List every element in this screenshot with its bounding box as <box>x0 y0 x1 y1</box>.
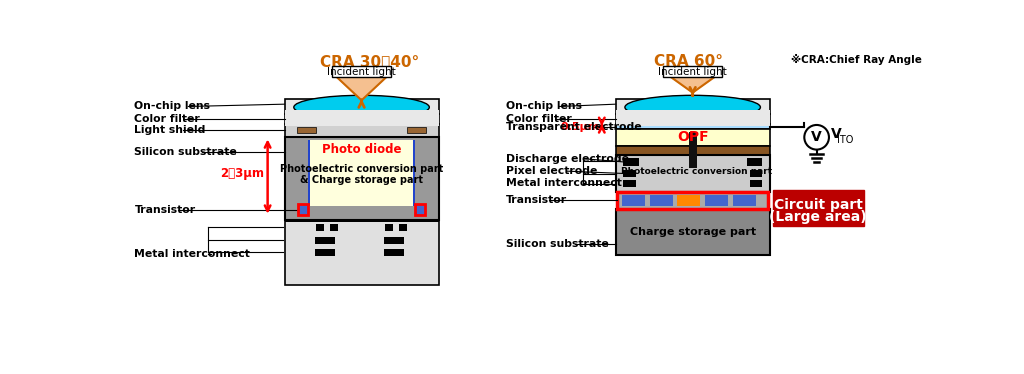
Bar <box>298 204 308 215</box>
Bar <box>615 110 770 126</box>
Bar <box>413 140 416 206</box>
Bar <box>624 171 636 177</box>
Text: (Large area): (Large area) <box>769 211 867 224</box>
Circle shape <box>804 125 829 150</box>
Text: & Charge storage part: & Charge storage part <box>300 175 423 185</box>
Polygon shape <box>337 77 386 100</box>
Text: On-chip lens: On-chip lens <box>134 101 210 111</box>
Bar <box>615 124 770 129</box>
Bar <box>285 110 438 126</box>
Text: ※CRA:Chief Ray Angle: ※CRA:Chief Ray Angle <box>792 54 922 65</box>
Bar <box>615 99 770 114</box>
Bar <box>314 237 335 243</box>
Text: Transistor: Transistor <box>134 205 196 215</box>
Bar <box>649 194 673 206</box>
Text: Light shield: Light shield <box>134 125 206 135</box>
Text: Metal interconnect: Metal interconnect <box>134 249 250 259</box>
Bar <box>615 114 623 124</box>
Text: Metal interconnect: Metal interconnect <box>506 178 622 188</box>
Bar <box>677 194 700 206</box>
Bar <box>615 129 770 146</box>
Bar <box>330 224 338 231</box>
Bar <box>689 132 696 168</box>
Bar <box>733 194 756 206</box>
Bar <box>407 126 426 134</box>
Bar <box>297 126 316 134</box>
Bar <box>384 249 403 256</box>
Bar <box>285 99 438 114</box>
Bar <box>333 67 391 77</box>
Text: OPF: OPF <box>677 130 709 144</box>
Bar <box>763 114 770 124</box>
Text: V: V <box>830 127 842 141</box>
Bar <box>314 249 335 256</box>
Text: Silicon substrate: Silicon substrate <box>506 239 608 249</box>
Bar <box>285 220 438 285</box>
Bar <box>285 114 438 124</box>
Bar <box>750 171 762 177</box>
Text: Photoelectric conversion part: Photoelectric conversion part <box>280 164 443 174</box>
Bar <box>285 137 438 220</box>
Text: CRA 60°: CRA 60° <box>654 54 723 69</box>
Bar <box>384 237 403 243</box>
Text: V: V <box>811 130 822 144</box>
Bar <box>705 194 728 206</box>
Bar <box>617 192 768 209</box>
Bar <box>773 190 863 226</box>
Bar <box>292 114 432 124</box>
Bar <box>746 158 762 166</box>
Bar <box>432 114 438 124</box>
Bar <box>664 67 722 77</box>
Bar <box>307 140 416 206</box>
Text: Discharge electrode: Discharge electrode <box>506 154 629 164</box>
Text: Color filter: Color filter <box>506 114 571 124</box>
Text: Circuit part: Circuit part <box>774 198 862 212</box>
Bar <box>285 220 438 222</box>
Text: 2～3μm: 2～3μm <box>220 168 264 180</box>
Text: Photoelectric conversion part: Photoelectric conversion part <box>621 167 772 176</box>
Text: Pixel electrode: Pixel electrode <box>506 166 597 176</box>
Text: Silicon substrate: Silicon substrate <box>134 147 238 157</box>
Text: Photo diode: Photo diode <box>322 143 401 156</box>
Text: Incident light: Incident light <box>658 67 727 77</box>
Polygon shape <box>671 77 714 93</box>
Bar <box>385 224 393 231</box>
Text: Charge storage part: Charge storage part <box>630 227 756 237</box>
Ellipse shape <box>294 95 429 119</box>
Text: ITO: ITO <box>837 135 853 145</box>
Bar <box>750 180 762 187</box>
Bar <box>615 209 770 255</box>
Bar <box>285 124 438 137</box>
Bar <box>415 204 425 215</box>
Bar <box>615 146 770 155</box>
Text: Transistor: Transistor <box>506 196 566 205</box>
Bar <box>316 224 324 231</box>
Text: Transparent electrode: Transparent electrode <box>506 122 641 132</box>
Bar <box>623 114 763 124</box>
Bar <box>624 180 636 187</box>
Bar <box>307 140 310 206</box>
Text: On-chip lens: On-chip lens <box>506 101 582 111</box>
Bar <box>615 155 770 192</box>
Bar <box>615 114 770 124</box>
Bar <box>399 224 407 231</box>
Bar <box>622 194 645 206</box>
Text: Incident light: Incident light <box>328 67 396 77</box>
Text: 0.5μm: 0.5μm <box>560 122 599 132</box>
Ellipse shape <box>625 95 761 119</box>
Bar <box>285 114 292 124</box>
Text: Color filter: Color filter <box>134 114 200 124</box>
Bar <box>624 158 639 166</box>
Text: CRA 30～40°: CRA 30～40° <box>319 54 419 69</box>
